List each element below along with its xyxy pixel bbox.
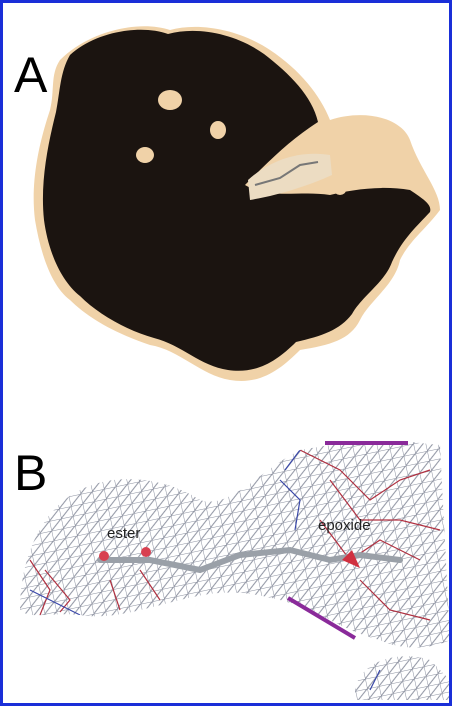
figure: A B ester epoxide: [0, 0, 452, 706]
annotation: ester: [107, 525, 140, 542]
annotation: epoxide: [318, 517, 371, 534]
panel-label: A: [14, 47, 48, 103]
panel-label: B: [14, 445, 47, 501]
page: {"panels": [{"label": "A"}, {"label": "B…: [0, 0, 452, 706]
